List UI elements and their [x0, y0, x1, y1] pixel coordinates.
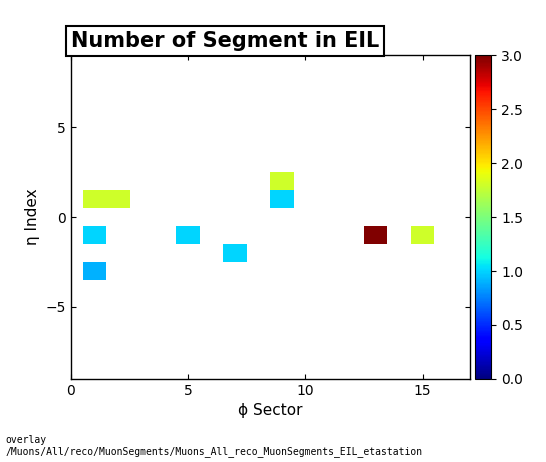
Bar: [82, 190, 106, 208]
Text: Number of Segment in EIL: Number of Segment in EIL: [71, 31, 379, 51]
Bar: [223, 244, 247, 262]
Bar: [176, 226, 200, 244]
Text: overlay
/Muons/All/reco/MuonSegments/Muons_All_reco_MuonSegments_EIL_etastation: overlay /Muons/All/reco/MuonSegments/Muo…: [5, 435, 423, 457]
Bar: [82, 226, 106, 244]
Bar: [270, 172, 294, 190]
X-axis label: ϕ Sector: ϕ Sector: [238, 403, 302, 418]
Bar: [106, 190, 129, 208]
Bar: [82, 262, 106, 280]
Bar: [364, 226, 388, 244]
Y-axis label: η Index: η Index: [25, 189, 40, 245]
Bar: [411, 226, 435, 244]
Bar: [270, 190, 294, 208]
